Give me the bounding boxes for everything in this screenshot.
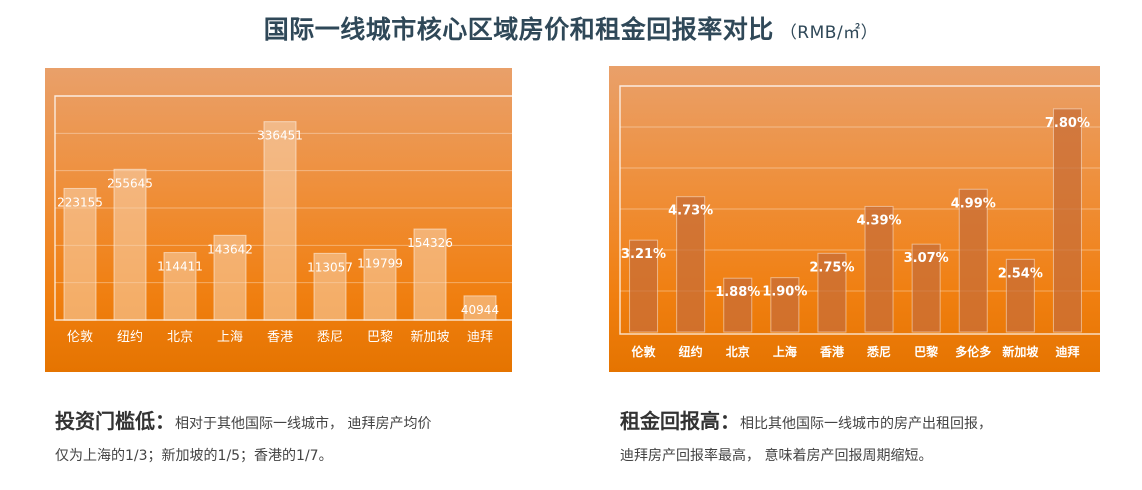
price-value-label: 255645 [107,176,153,190]
yield-category-label: 上海 [773,344,797,359]
yield-bar [676,196,706,333]
page-title: 国际一线城市核心区域房价和租金回报率对比 （RMB/㎡） [0,10,1142,46]
price-bar [363,248,397,321]
yield-value-label: 7.80% [1045,116,1090,131]
price-value-label: 223155 [57,195,103,209]
yield-category-label: 迪拜 [1055,344,1079,359]
price-category-label: 香港 [267,330,293,345]
price-bar [213,234,247,321]
price-value-label: 154326 [407,236,453,250]
yield-bar [629,239,659,333]
yield-category-label: 伦敦 [632,344,657,359]
price-bar [113,168,147,321]
yield-value-label: 4.99% [951,196,996,211]
price-value-label: 114411 [157,260,203,274]
yield-category-label: 悉尼 [866,344,891,359]
caption-right-line1: 相比其他国际一线城市的房产出租回报， [740,416,992,432]
price-category-label: 新加坡 [410,329,449,345]
yield-value-label: 1.90% [762,285,807,300]
yield-category-label: 多伦多 [955,344,991,359]
yield-category-label: 纽约 [679,344,703,359]
price-bar [263,121,297,321]
yield-value-label: 2.75% [809,260,854,275]
caption-low-threshold: 投资门槛低：相对于其他国际一线城市， 迪拜房产均价 仅为上海的1/3；新加坡的1… [55,405,575,464]
yield-value-label: 4.39% [856,213,901,228]
price-chart-panel: 223155 伦敦 255645 纽约 114411 北京 143642 上海 336451 香港… [45,68,512,372]
caption-right-line2: 迪拜房产回报率最高， 意味着房产回报周期缩短。 [620,448,933,464]
price-category-label: 上海 [217,330,243,345]
price-bar [463,295,497,321]
caption-left-line1: 相对于其他国际一线城市， 迪拜房产均价 [175,416,432,432]
price-value-label: 119799 [357,256,403,270]
yield-bar [1005,258,1035,333]
yield-value-label: 3.21% [621,247,666,262]
yield-bar [770,277,800,333]
price-value-label: 40944 [461,303,499,317]
price-value-label: 113057 [307,260,353,274]
page-title-text: 国际一线城市核心区域房价和租金回报率对比 [263,15,774,44]
rental-yield-chart-panel: 3.21% 伦敦 4.73% 纽约 1.88% 北京 1.90% 上海 2.75% 香港 4.39%… [609,66,1100,372]
yield-value-label: 1.88% [715,285,760,300]
yield-bar [911,243,941,333]
price-bar [63,187,97,321]
yield-category-label: 北京 [726,344,750,359]
page-title-unit: （RMB/㎡） [779,23,879,43]
price-category-label: 伦敦 [67,329,93,345]
yield-frame [619,85,1100,335]
caption-high-yield: 租金回报高：相比其他国际一线城市的房产出租回报， 迪拜房产回报率最高， 意味着房… [620,405,1140,464]
price-category-label: 纽约 [117,330,143,345]
yield-category-label: 香港 [819,344,845,359]
price-bar [163,252,197,321]
yield-value-label: 3.07% [904,251,949,266]
yield-category-label: 新加坡 [1002,344,1039,359]
price-value-label: 143642 [207,242,253,256]
price-category-label: 迪拜 [467,330,493,345]
price-category-label: 悉尼 [317,330,343,345]
caption-left-line2: 仅为上海的1/3；新加坡的1/5；香港的1/7。 [55,448,333,464]
yield-bar [1052,108,1082,333]
yield-category-label: 巴黎 [914,344,938,359]
rental-yield-chart: 3.21% 伦敦 4.73% 纽约 1.88% 北京 1.90% 上海 2.75% 香港 4.39%… [619,85,1100,359]
price-chart: 223155 伦敦 255645 纽约 114411 北京 143642 上海 336451 香港… [54,95,512,345]
yield-bar [864,205,894,333]
price-value-label: 336451 [257,129,303,143]
yield-bar [817,252,847,333]
yield-bar [958,188,988,333]
price-bar [413,228,447,321]
price-bar [313,252,347,321]
yield-value-label: 4.73% [668,204,713,219]
yield-bar [723,277,753,333]
caption-right-heading: 租金回报高： [620,409,740,433]
price-category-label: 北京 [167,330,193,345]
yield-value-label: 2.54% [998,266,1043,281]
caption-left-heading: 投资门槛低： [55,409,175,433]
price-category-label: 巴黎 [367,330,393,345]
